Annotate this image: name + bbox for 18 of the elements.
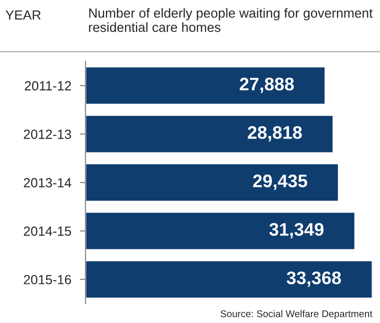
y-tick-label: 2015-16 — [24, 274, 72, 284]
y-tick-label: 2014-15 — [24, 226, 72, 236]
chart-title: Number of elderly people waiting for government residential care homes — [89, 8, 373, 32]
source-note: Source: Social Welfare Department — [220, 310, 372, 320]
bar — [86, 114, 334, 154]
data-label: 33,368 — [286, 271, 341, 287]
data-label: 31,349 — [269, 223, 324, 238]
y-axis-title: YEAR — [6, 10, 41, 20]
bar — [86, 66, 326, 106]
data-label: 28,818 — [248, 126, 302, 142]
data-label: 27,888 — [240, 78, 294, 94]
bar — [86, 162, 340, 202]
data-label: 29,435 — [253, 174, 308, 190]
bar — [86, 211, 356, 251]
y-tick-label: 2012-13 — [24, 130, 72, 139]
y-tick-label: 2013-14 — [24, 178, 72, 188]
y-tick-label: 2011-12 — [24, 81, 71, 91]
bar — [86, 260, 372, 299]
